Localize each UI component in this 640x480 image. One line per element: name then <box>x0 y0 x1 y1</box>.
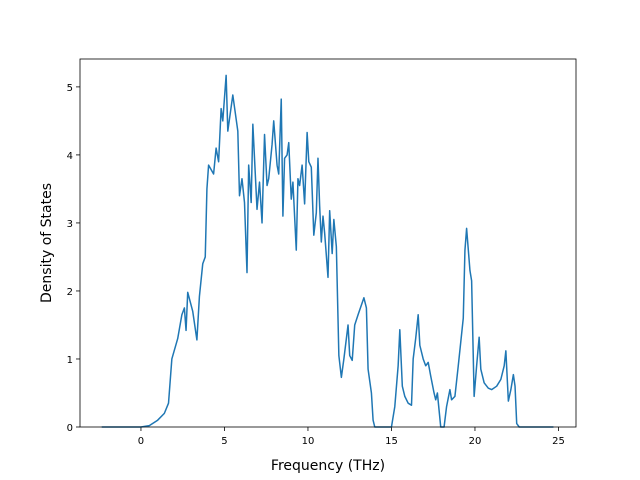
y-tick-label: 2 <box>67 287 73 298</box>
x-tick-label: 0 <box>138 436 144 447</box>
data-line <box>101 74 554 428</box>
x-tick-label: 20 <box>469 436 482 447</box>
x-tick-label: 10 <box>302 436 315 447</box>
plot-frame <box>79 58 577 428</box>
y-tick-label: 5 <box>67 83 73 94</box>
x-tick-label: 25 <box>552 436 565 447</box>
y-tick-label: 4 <box>67 151 73 162</box>
y-axis-label: Density of States <box>39 183 55 303</box>
x-tick-label: 15 <box>385 436 398 447</box>
x-axis-label: Frequency (THz) <box>271 458 385 474</box>
y-tick-label: 3 <box>67 219 73 230</box>
x-tick-label: 5 <box>221 436 227 447</box>
y-tick-label: 0 <box>67 423 73 434</box>
y-tick-label: 1 <box>67 355 73 366</box>
